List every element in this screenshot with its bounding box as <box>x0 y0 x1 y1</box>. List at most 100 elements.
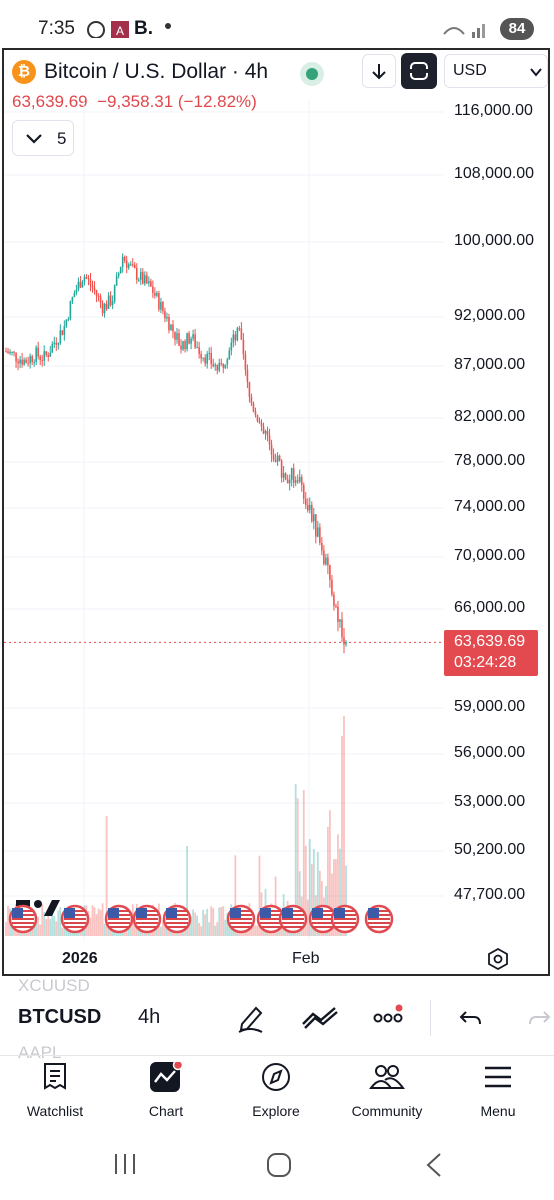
us-flag-event-icon[interactable] <box>60 904 90 934</box>
us-flag-event-icon[interactable] <box>8 904 38 934</box>
currency-value: USD <box>453 62 487 79</box>
nav-watchlist[interactable]: Watchlist <box>5 1062 105 1119</box>
candle <box>294 476 297 487</box>
volume-bar <box>45 919 48 936</box>
candle <box>97 293 100 302</box>
candle <box>282 466 285 483</box>
indicators-toggle[interactable]: 5 <box>12 120 74 156</box>
candle <box>210 346 213 370</box>
volume-bar <box>331 873 333 936</box>
volume-bar <box>133 922 136 936</box>
volume-bar <box>226 912 229 936</box>
candle <box>192 329 194 342</box>
candle <box>103 302 106 318</box>
currency-select[interactable]: USD <box>444 54 548 88</box>
more-tools-icon[interactable] <box>372 1004 406 1028</box>
candle <box>214 362 217 371</box>
price-axis-label: 47,700.00 <box>454 886 526 903</box>
volume-bar <box>55 921 58 936</box>
volume-bar <box>153 925 156 936</box>
price-chart[interactable] <box>4 100 444 940</box>
candle <box>79 275 82 289</box>
candle <box>188 330 190 345</box>
pencil-draw-icon[interactable] <box>236 1002 266 1034</box>
whatsapp-icon <box>87 21 105 38</box>
recent-apps-icon[interactable] <box>112 1152 138 1176</box>
candle <box>59 324 62 345</box>
fullscreen-button[interactable] <box>401 53 437 89</box>
candle <box>306 498 309 513</box>
volume-bar <box>298 871 301 936</box>
candle <box>327 553 329 575</box>
candle <box>238 325 241 332</box>
candle <box>228 347 231 360</box>
volume-bar <box>186 846 188 936</box>
volume-bar <box>329 810 331 936</box>
volume-bar <box>194 912 197 936</box>
candle <box>7 347 9 354</box>
us-flag-event-icon[interactable] <box>278 904 308 934</box>
candle <box>170 323 172 331</box>
volume-bar <box>310 864 313 936</box>
redo-icon[interactable] <box>526 1006 552 1030</box>
candle <box>43 345 46 366</box>
candle <box>194 328 196 350</box>
candle <box>139 267 142 285</box>
candle <box>264 429 267 440</box>
current-price-value: 63,639.69 <box>454 633 526 650</box>
interval-button[interactable]: 4h <box>138 1006 161 1028</box>
home-icon[interactable] <box>266 1152 292 1178</box>
candle <box>222 363 225 374</box>
candle <box>13 350 15 357</box>
ghost-symbol-below: AAPL <box>18 1043 62 1062</box>
candle <box>292 463 295 488</box>
us-flag-event-icon[interactable] <box>364 904 394 934</box>
symbol-title[interactable]: Bitcoin / U.S. Dollar · 4h <box>44 60 269 83</box>
symbol-button[interactable]: BTCUSD <box>18 1006 102 1028</box>
candle <box>123 255 126 264</box>
volume-bar <box>294 784 297 936</box>
candle <box>286 474 289 484</box>
nav-explore[interactable]: Explore <box>226 1062 326 1119</box>
us-flag-event-icon[interactable] <box>104 904 134 934</box>
undo-icon[interactable] <box>458 1006 484 1030</box>
bitcoin-logo-icon: ₿ <box>12 60 36 84</box>
volume-bar <box>208 922 211 936</box>
volume-bar <box>220 906 223 936</box>
nav-menu[interactable]: Menu <box>448 1062 548 1119</box>
volume-bar <box>212 908 215 936</box>
candle <box>148 276 150 287</box>
candle <box>113 284 116 304</box>
download-button[interactable] <box>362 54 396 88</box>
chart-settings-icon[interactable] <box>486 947 510 971</box>
nav-community[interactable]: Community <box>337 1062 437 1119</box>
us-flag-event-icon[interactable] <box>226 904 256 934</box>
candle <box>226 357 229 369</box>
candle <box>325 553 327 566</box>
candle <box>47 352 50 362</box>
nav-chart[interactable]: Chart <box>116 1059 216 1119</box>
candle <box>29 353 31 369</box>
us-flag-event-icon[interactable] <box>162 904 192 934</box>
volume-bar <box>103 923 106 936</box>
candle <box>150 278 152 287</box>
volume-bar <box>190 916 192 936</box>
volume-bar <box>280 925 283 936</box>
candle <box>115 272 118 287</box>
volume-bar <box>316 851 319 936</box>
us-flag-event-icon[interactable] <box>330 904 360 934</box>
price-axis-label: 70,000.00 <box>454 547 526 564</box>
back-icon[interactable] <box>424 1152 444 1178</box>
volume-bar <box>335 859 337 936</box>
candle <box>33 359 35 367</box>
candle <box>234 331 237 346</box>
candle <box>270 439 273 463</box>
volume-bar <box>101 903 104 936</box>
us-flag-event-icon[interactable] <box>132 904 162 934</box>
volume-bar <box>41 903 44 936</box>
chart-frame <box>2 48 550 976</box>
candle <box>184 339 186 353</box>
price-axis-label: 92,000.00 <box>454 307 526 324</box>
trend-tools-icon[interactable] <box>301 1004 339 1030</box>
candle <box>71 296 74 305</box>
